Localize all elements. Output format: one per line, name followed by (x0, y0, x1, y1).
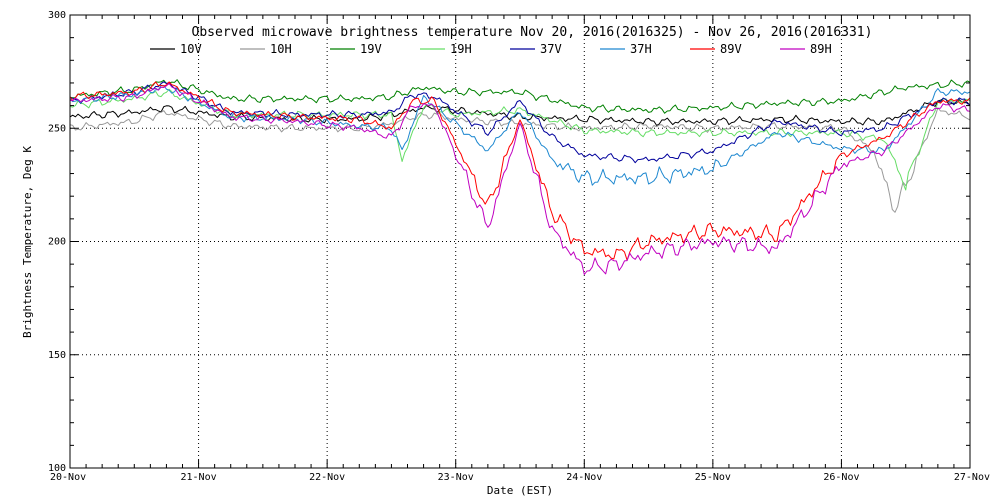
ticks: 100 150 200 250 300 20-Nov 21-Nov 22-Nov 23-Nov 2… (48, 10, 990, 483)
series-line-19h (69, 88, 971, 191)
chart-title: Observed microwave brightness temperatur… (192, 25, 873, 40)
y-tick-label: 200 (48, 237, 66, 248)
series-group (69, 79, 971, 275)
legend: 10V 10H 19V 19H 37V 37H 89V 89H (150, 42, 832, 56)
y-tick-label: 100 (48, 463, 66, 474)
y-tick-label: 300 (48, 10, 66, 21)
legend-label-37v: 37V (540, 42, 562, 56)
series-line-37v (69, 81, 971, 164)
x-tick-label: 25-Nov (695, 472, 731, 483)
x-tick-label: 26-Nov (823, 472, 859, 483)
legend-label-10v: 10V (180, 42, 202, 56)
x-tick-label: 27-Nov (954, 472, 990, 483)
series-line-10v (69, 98, 971, 126)
series-line-19v (69, 79, 971, 114)
legend-label-89h: 89H (810, 42, 832, 56)
series-line-89h (69, 83, 971, 275)
x-axis-title: Date (EST) (487, 484, 553, 497)
legend-label-10h: 10H (270, 42, 292, 56)
legend-label-19h: 19H (450, 42, 472, 56)
legend-label-19v: 19V (360, 42, 382, 56)
series-line-89v (69, 81, 971, 261)
x-tick-label: 20-Nov (50, 472, 86, 483)
x-tick-label: 24-Nov (566, 472, 602, 483)
x-tick-label: 22-Nov (309, 472, 345, 483)
x-tick-label: 23-Nov (438, 472, 474, 483)
x-tick-label: 21-Nov (181, 472, 217, 483)
y-tick-label: 150 (48, 350, 66, 361)
y-tick-label: 250 (48, 123, 66, 134)
y-axis-title: Brightness Temperature, Deg K (21, 146, 34, 338)
legend-label-89v: 89V (720, 42, 742, 56)
legend-label-37h: 37H (630, 42, 652, 56)
